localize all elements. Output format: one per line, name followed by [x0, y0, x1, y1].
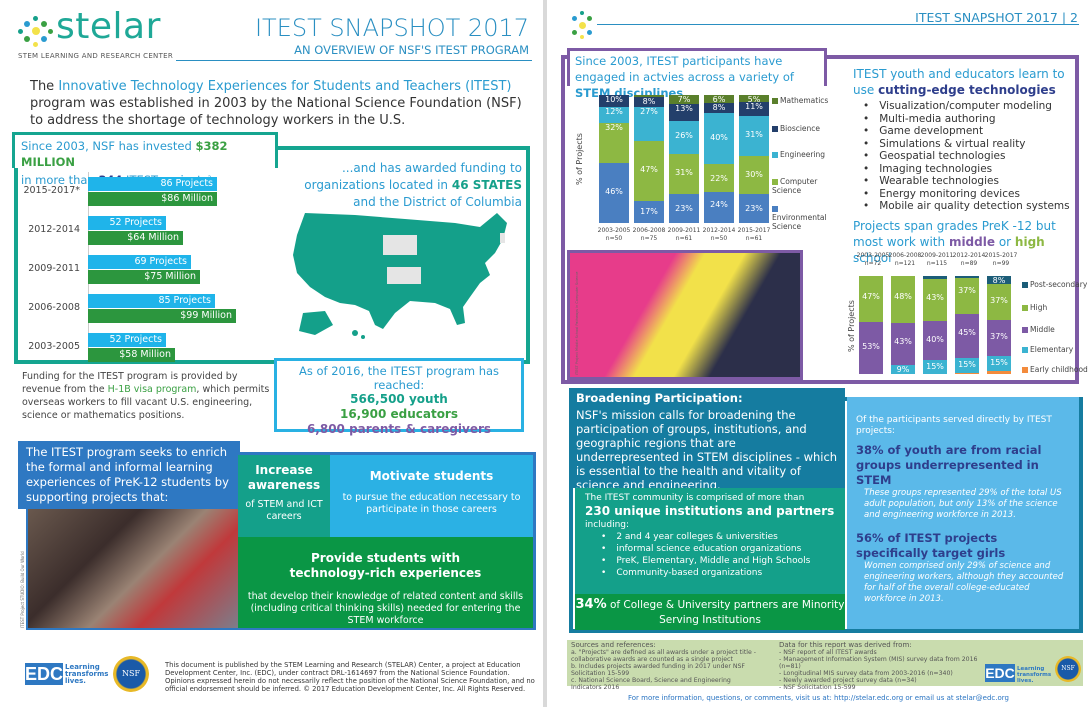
tech-list: Visualization/computer modeling Multi-me… — [877, 100, 1070, 213]
students-photo — [28, 505, 238, 628]
disclaimer: This document is published by the STEM L… — [165, 661, 535, 693]
list-item: Simulations & virtual reality — [877, 138, 1070, 151]
reach-box: As of 2016, the ITEST program has reache… — [274, 358, 524, 436]
page-1: stelar STEM LEARNING AND RESEARCH CENTER… — [0, 0, 543, 707]
grades-heading: Projects span grades PreK -12 but most w… — [853, 219, 1056, 265]
legend-environmental-science: Environmental Science — [772, 204, 827, 231]
list-item: Energy monitoring devices — [877, 188, 1070, 201]
stat-underrepresented: 38% of youth are from racial groups unde… — [856, 443, 1042, 487]
legend-elementary: Elementary — [1022, 345, 1073, 354]
reach-parents: 6,800 parents & caregivers — [306, 422, 492, 436]
stat-girls: 56% of ITEST projects specifically targe… — [856, 531, 1006, 560]
broadening-heading: Broadening Participation: NSF's mission … — [569, 388, 845, 492]
map-caption: ...and has awarded funding to organizati… — [304, 161, 522, 209]
stelar-logo-icon — [16, 12, 54, 50]
data-sources: Data for this report was derived from: -… — [779, 641, 978, 692]
page-2: ITEST SNAPSHOT 2017 | 2 Since 2003, ITES… — [547, 0, 1090, 707]
edc-logo: EDC — [985, 664, 1015, 682]
list-item: 2 and 4 year colleges & universities — [601, 531, 835, 543]
list-item: Imaging technologies — [877, 163, 1070, 176]
reach-youth: 566,500 youth — [350, 392, 448, 406]
legend-high: High — [1022, 303, 1047, 312]
list-item: Wearable technologies — [877, 175, 1070, 188]
grades-chart: % of Projects 2003-2005 n=72 2006-2008 n=1… — [847, 252, 1018, 374]
disciplines-chart: % of Projects 10% 12% 32% 46% 8% 27% 47%… — [575, 95, 771, 242]
list-item: Visualization/computer modeling — [877, 100, 1070, 113]
disciplines-heading: Since 2003, ITEST participants have enga… — [567, 48, 827, 100]
nsf-logo-icon: NSF — [113, 656, 149, 692]
legend-middle: Middle — [1022, 325, 1055, 334]
stelar-logo-icon — [567, 10, 597, 40]
stelar-wordmark: stelar — [56, 6, 161, 47]
list-item: Mobile air quality detection systems — [877, 200, 1069, 213]
sources-panel: Sources and references: a. "Projects" ar… — [567, 640, 1083, 691]
legend-engineering: Engineering — [772, 150, 825, 159]
tech-heading: ITEST youth and educators learn to use c… — [853, 67, 1065, 97]
community-box: The ITEST community is comprised of more… — [575, 488, 845, 594]
itest-name: Innovative Technology Experiences for St… — [58, 79, 512, 94]
list-item: Community-based organizations — [601, 567, 835, 579]
legend-computer-science: Computer Science — [772, 177, 818, 195]
investment-heading: Since 2003, NSF has invested $382 MILLIO… — [12, 132, 278, 187]
funding-note: Funding for the ITEST program is provide… — [22, 371, 270, 421]
edc-logo: EDC — [25, 663, 64, 685]
header-divider — [176, 60, 532, 61]
enrich-panel — [26, 452, 536, 630]
photo-credit: ITEST Project Middle School Pathways in … — [575, 271, 579, 375]
reach-title: As of 2016, the ITEST program has reache… — [298, 364, 500, 392]
photo-credit: ITEST Project STUDIO: Build Our World — [20, 551, 25, 628]
enrich-heading: The ITEST program seeks to enrich the fo… — [18, 441, 240, 509]
tile-provide-experiences: Provide students with technology-rich ex… — [238, 537, 533, 628]
us-map-icon — [293, 213, 507, 339]
students-tablet-photo — [567, 250, 803, 380]
h1b-link: H-1B visa program — [107, 384, 197, 395]
tile-motivate-students: Motivate students to pursue the educatio… — [330, 455, 533, 537]
legend-bioscience: Bioscience — [772, 124, 820, 133]
list-item: Multi-media authoring — [877, 113, 1070, 126]
edc-tagline: Learning transforms lives. — [65, 663, 109, 685]
legend-early-childhood: Early childhood — [1022, 365, 1088, 374]
list-item: Geospatial technologies — [877, 150, 1070, 163]
list-item: Game development — [877, 125, 1070, 138]
page-title: ITEST SNAPSHOT 2017 | 2 — [915, 10, 1078, 25]
legend-mathematics: Mathematics — [772, 96, 828, 105]
sources-references: Sources and references: a. "Projects" ar… — [571, 641, 756, 692]
page-title: ITEST SNAPSHOT 2017 — [254, 14, 529, 42]
legend-post-secondary: Post-secondary — [1022, 280, 1087, 289]
header-divider — [597, 24, 1079, 25]
list-item: PreK, Elementary, Middle and High School… — [601, 555, 835, 567]
tile-increase-awareness: Increase awareness of STEM and ICT caree… — [238, 455, 330, 537]
list-item: informal science education organizations — [601, 543, 835, 555]
reach-educators: 16,900 educators — [339, 407, 458, 421]
contact-info: For more information, questions, or comm… — [628, 694, 1009, 702]
edc-tagline: Learning transforms lives. — [1017, 666, 1052, 684]
nsf-logo-icon: NSF — [1055, 656, 1081, 682]
intro-paragraph: The Innovative Technology Experiences fo… — [30, 79, 522, 128]
stelar-subtitle: STEM LEARNING AND RESEARCH CENTER — [18, 52, 174, 60]
participants-panel: Of the participants served directly by I… — [847, 397, 1079, 629]
page-subtitle: AN OVERVIEW OF NSF'S ITEST PROGRAM — [294, 43, 529, 57]
msi-stat: 34% of College & University partners are… — [575, 594, 845, 630]
